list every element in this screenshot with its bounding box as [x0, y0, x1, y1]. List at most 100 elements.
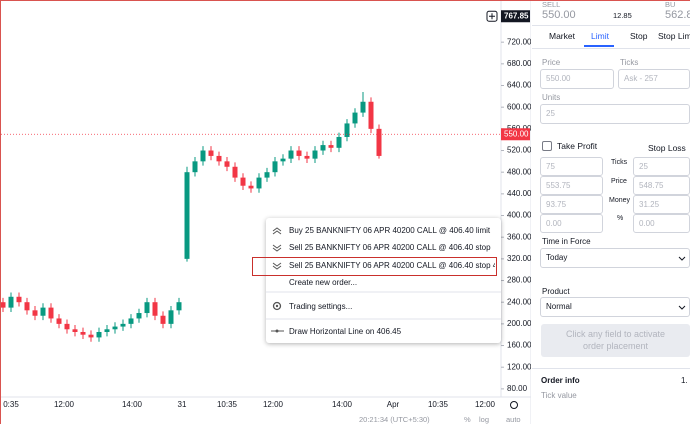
candle-body [248, 185, 254, 189]
candle-body [256, 177, 262, 189]
candle-body [104, 329, 110, 332]
candle-body [328, 145, 334, 148]
x-tick-label: 14:00 [332, 400, 353, 409]
tab-underline [584, 45, 614, 47]
checkbox[interactable] [542, 141, 552, 151]
row-label: Price [611, 178, 627, 185]
context-menu: Buy 25 BANKNIFTY 06 APR 40200 CALL @ 406… [266, 218, 501, 343]
y-tick-label: 200.00 [507, 319, 531, 328]
row-label: Money [609, 197, 631, 204]
candle-body [72, 329, 78, 332]
sl-input[interactable]: 0.00 [633, 214, 690, 233]
percent-toggle[interactable]: % [464, 415, 471, 424]
candle-body [8, 296, 14, 308]
candle-body [184, 172, 190, 259]
clock: 20:21:34 (UTC+5:30) [359, 415, 430, 424]
y-tick-label: 520.00 [507, 146, 531, 155]
y-tick-label: 360.00 [507, 232, 531, 241]
log-toggle[interactable]: log [479, 415, 490, 424]
candle-body [320, 145, 326, 151]
candle-body [24, 302, 30, 311]
menu-item[interactable]: Draw Horizontal Line on 406.45 [289, 327, 402, 336]
candle-body [280, 158, 286, 162]
auto-toggle[interactable]: auto [506, 415, 521, 424]
separator [532, 368, 690, 369]
sell-price[interactable]: 550.00 [542, 9, 576, 21]
tick-value: 1. [681, 376, 688, 385]
y-tick-label: 680.00 [507, 59, 531, 68]
candle-body [1, 302, 6, 308]
menu-item[interactable]: Trading settings... [289, 302, 353, 311]
gear-icon [275, 304, 279, 308]
plus-icon [489, 13, 495, 20]
chart: 720.00680.00640.00600.00560.00520.00480.… [1, 1, 531, 424]
candle-body [240, 177, 246, 186]
candle-body [200, 150, 206, 162]
stop-loss-label[interactable]: Stop Loss [648, 143, 686, 153]
candle-body [112, 326, 118, 330]
menu-item[interactable]: Create new order... [289, 278, 358, 287]
product-select[interactable]: Normal [540, 297, 690, 317]
candle-body [376, 128, 382, 156]
tp-input[interactable]: 0.00 [540, 214, 603, 233]
tp-input[interactable]: 553.75 [540, 176, 603, 195]
place-order-button[interactable]: Click any field to activate order placem… [541, 324, 690, 357]
sell-label: SELL [542, 0, 561, 9]
candle-body [64, 323, 70, 330]
candle-body [136, 313, 142, 319]
last-price-label: 550.00 [504, 129, 529, 138]
candle-body [160, 315, 166, 324]
sl-input[interactable]: 31.25 [633, 195, 690, 214]
gear-icon [272, 301, 282, 311]
candle-body [344, 123, 350, 137]
tab[interactable]: Stop [630, 31, 648, 41]
y-tick-label: 240.00 [507, 297, 531, 306]
ticks-input[interactable]: Ask - 257 [618, 69, 690, 89]
take-profit-label[interactable]: Take Profit [557, 141, 598, 151]
candle-body [32, 310, 38, 316]
spread: 12.85 [613, 11, 632, 20]
menu-item[interactable]: Buy 25 BANKNIFTY 06 APR 40200 CALL @ 406… [289, 226, 491, 235]
y-tick-label: 120.00 [507, 362, 531, 371]
units-label: Units [542, 93, 561, 102]
x-tick-label: 12:00 [263, 400, 284, 409]
candle-body [304, 155, 310, 159]
candle-body [352, 112, 358, 124]
units-input[interactable]: 25 [540, 104, 690, 124]
tp-input[interactable]: 93.75 [540, 195, 603, 214]
row-label: % [617, 215, 624, 222]
candle-body [336, 136, 342, 148]
tp-input[interactable]: 75 [540, 157, 603, 176]
menu-item[interactable]: Sell 25 BANKNIFTY 06 APR 40200 CALL @ 40… [289, 243, 491, 252]
candle-body [192, 161, 198, 173]
candle-body [296, 150, 302, 156]
candle-body [272, 161, 278, 173]
tab[interactable]: Market [549, 31, 575, 41]
tab[interactable]: Stop Lim [658, 31, 690, 41]
tif-select[interactable]: Today [540, 248, 690, 268]
sell-icon [272, 244, 282, 252]
candle-body [40, 307, 46, 316]
tab-active[interactable]: Limit [591, 31, 609, 41]
candle-body [208, 150, 214, 156]
candle-body [232, 166, 238, 178]
candle-body [168, 310, 174, 324]
x-tick-label: 0:35 [3, 400, 19, 409]
y-tick-label: 640.00 [507, 81, 531, 90]
y-tick-label: 720.00 [507, 37, 531, 46]
sl-input[interactable]: 25 [633, 157, 690, 176]
candle-body [312, 150, 318, 159]
separator [532, 25, 690, 26]
y-tick-label: 160.00 [507, 341, 531, 350]
candle-body [360, 101, 366, 113]
candle-body [368, 101, 374, 129]
price-label: Price [542, 58, 561, 67]
sl-input[interactable]: 548.75 [633, 176, 690, 195]
x-tick-label: 10:35 [217, 400, 238, 409]
menu-item[interactable]: Sell 25 BANKNIFTY 06 APR 40200 CALL @ 40… [289, 261, 495, 270]
candle-body [56, 318, 62, 324]
buy-price[interactable]: 562.85 [665, 9, 690, 21]
price-input[interactable]: 550.00 [540, 69, 614, 89]
y-tick-label: 440.00 [507, 189, 531, 198]
product-label: Product [542, 287, 570, 296]
